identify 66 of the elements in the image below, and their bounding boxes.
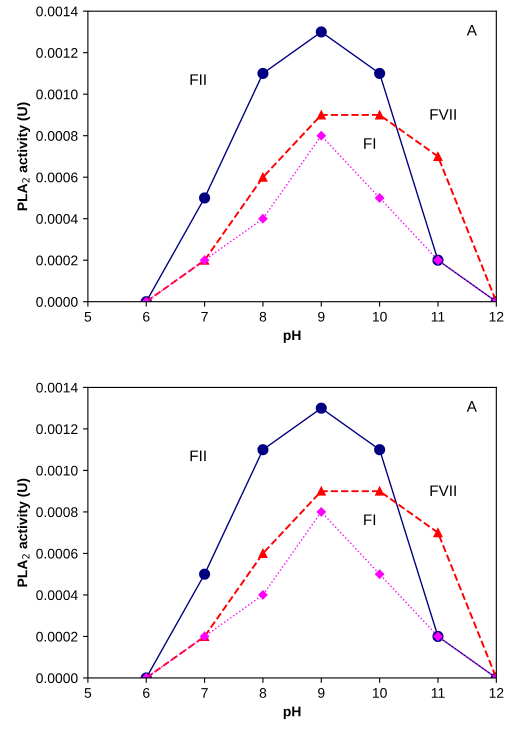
y-tick-label: 0.0008	[36, 507, 78, 518]
point	[316, 402, 327, 414]
point	[258, 590, 268, 600]
y-tick-label: 0.0000	[36, 297, 78, 307]
y-tick-label: 0.0010	[36, 90, 78, 100]
point	[199, 192, 210, 204]
y-tick-label: 0.0004	[36, 590, 78, 600]
y-tick-label: 0.0008	[36, 131, 78, 141]
x-tick-label: 10	[372, 312, 387, 322]
annotation: FI	[364, 514, 376, 526]
x-tick-label: 7	[201, 688, 208, 698]
y-axis-title: PLA$_{2}$ activity (U)	[17, 102, 30, 210]
point	[316, 110, 326, 120]
point	[375, 570, 384, 579]
x-tick-label: 6	[143, 688, 150, 698]
x-tick-label: 6	[143, 312, 150, 322]
annotation: FVII	[430, 485, 456, 496]
y-tick-label: 0.0004	[36, 214, 78, 224]
y-tick-label: 0.0006	[36, 172, 78, 182]
x-tick-label: 5	[84, 312, 92, 322]
x-tick-label: 9	[318, 688, 324, 698]
x-tick-label: 12	[490, 688, 504, 698]
y-axis-title: PLA$_{2}$ activity (U)	[17, 478, 30, 586]
x-tick-label: 12	[490, 312, 504, 322]
x-tick-label: 11	[432, 688, 445, 698]
annotation: FVII	[430, 109, 456, 120]
x-tick-label: 9	[318, 312, 324, 322]
point	[258, 214, 268, 224]
point	[316, 507, 326, 517]
annotation: FI	[364, 138, 376, 149]
x-tick-label: 10	[372, 688, 387, 698]
y-tick-label: 0.0002	[36, 256, 78, 266]
point	[374, 68, 386, 79]
point	[258, 172, 268, 182]
point	[375, 110, 384, 120]
point	[257, 444, 268, 456]
point	[316, 26, 327, 38]
point	[433, 152, 442, 161]
point	[316, 131, 326, 140]
y-tick-label: 0.0000	[36, 673, 78, 684]
annotation: FII	[190, 450, 206, 462]
annotation: A	[466, 24, 477, 36]
point	[433, 528, 442, 538]
annotation: FII	[190, 74, 206, 85]
point	[258, 548, 268, 558]
point	[375, 486, 384, 496]
x-tick-label: 5	[84, 688, 92, 698]
point	[316, 486, 326, 496]
x-tick-label: 8	[260, 688, 266, 698]
y-tick-label: 0.0012	[36, 424, 78, 434]
x-tick-label: 11	[432, 312, 445, 322]
y-tick-label: 0.0010	[36, 466, 78, 476]
x-tick-label: 8	[260, 312, 266, 322]
y-tick-label: 0.0006	[36, 548, 78, 559]
x-tick-label: 7	[201, 312, 208, 322]
y-tick-label: 0.0014	[36, 382, 78, 393]
point	[257, 68, 268, 79]
point	[375, 193, 384, 203]
point	[199, 568, 210, 580]
x-axis-title: pH	[284, 706, 300, 720]
y-tick-label: 0.0014	[36, 6, 78, 16]
y-tick-label: 0.0012	[36, 48, 78, 58]
point	[374, 444, 386, 456]
x-axis-title: pH	[284, 330, 300, 343]
annotation: A	[466, 401, 477, 412]
y-tick-label: 0.0002	[36, 632, 78, 642]
